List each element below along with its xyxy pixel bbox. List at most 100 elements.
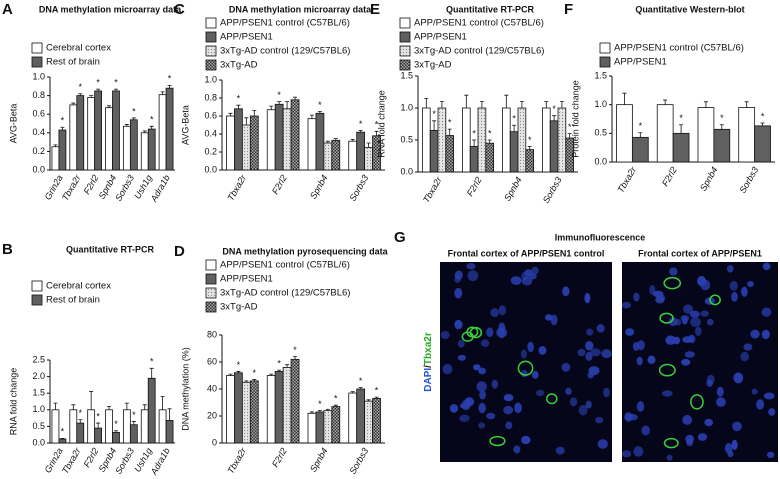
nucleus [569, 397, 578, 407]
nucleus [467, 270, 479, 282]
nucleus [473, 364, 481, 371]
significance: * [79, 408, 83, 418]
nucleus [514, 402, 522, 414]
significance: * [150, 357, 154, 367]
y-tick-label: 2.0 [32, 371, 45, 381]
significance: * [253, 368, 257, 378]
significance: * [277, 90, 281, 100]
bar [323, 142, 333, 171]
bar [158, 409, 167, 444]
significance: * [432, 109, 436, 119]
significance: * [359, 376, 363, 386]
image-title: Frontal cortex of APP/PSEN1 control [448, 248, 605, 258]
nucleus [510, 276, 522, 285]
bar [356, 388, 366, 444]
error-bar [160, 396, 165, 410]
x-tick-label: Tbxa2r [615, 164, 638, 194]
error-bar [60, 437, 65, 440]
legend-label: APP/PSEN1 [220, 274, 273, 285]
error-bar [744, 101, 749, 108]
x-tick-label: F2rl2 [465, 175, 484, 198]
nucleus [750, 329, 760, 339]
y-tick-label: 40 [207, 383, 217, 393]
bar [105, 107, 113, 171]
nucleus [756, 399, 765, 410]
bar [226, 375, 235, 444]
significance: * [359, 119, 363, 129]
bar [485, 142, 494, 173]
y-tick-label: 0.0 [400, 166, 413, 176]
nucleus [454, 287, 463, 299]
legend-swatch [599, 42, 611, 54]
error-bar [89, 391, 94, 410]
chart-title: Quantitative RT-PCR [446, 4, 535, 14]
y-tick-label: 0.4 [32, 127, 45, 137]
x-tick-label: F2rl2 [270, 446, 289, 469]
x-tick-label: Tbxa2r [60, 172, 83, 202]
bar [87, 409, 96, 444]
nucleus [496, 327, 508, 338]
y-tick-label: 0.0 [204, 164, 217, 174]
error-bar [71, 404, 76, 410]
error-bar [439, 101, 444, 108]
stain [663, 437, 679, 449]
nucleus [449, 403, 459, 413]
error-bar [252, 110, 257, 116]
legend-label: 3xTg-AD control (129/C57BL6) [220, 288, 350, 299]
bar [348, 140, 358, 171]
bar [58, 129, 67, 171]
nucleus [587, 371, 594, 379]
stain [658, 363, 676, 377]
legend-swatch [31, 294, 43, 306]
error-bar [277, 369, 282, 372]
error-bar [269, 105, 274, 110]
bar [477, 107, 487, 173]
error-bar [142, 130, 147, 133]
bar [94, 90, 103, 171]
significance: * [61, 427, 65, 437]
legend-label: Rest of brain [46, 295, 100, 306]
error-bar [552, 115, 557, 121]
significance: * [114, 419, 118, 429]
nucleus [440, 330, 450, 340]
nucleus [461, 399, 471, 411]
y-tick-label: 0.4 [204, 128, 217, 138]
legend-swatch [205, 45, 217, 57]
bar [129, 424, 138, 444]
nucleus [597, 439, 608, 449]
x-tick-label: Tbxa2r [225, 172, 248, 202]
error-bar [96, 88, 101, 91]
error-bar [228, 112, 233, 116]
nucleus [751, 388, 758, 395]
nucleus [700, 279, 711, 291]
significance: * [61, 116, 65, 126]
panel-letter: E [370, 1, 380, 18]
nucleus [503, 394, 514, 402]
error-bar [96, 422, 101, 429]
nucleus [521, 435, 531, 445]
nucleus [584, 292, 591, 304]
error-bar [131, 117, 136, 120]
error-bar [285, 364, 290, 368]
legend-label: APP/PSEN1 control (C57BL/6) [220, 260, 350, 271]
bar [421, 107, 431, 173]
bar [509, 131, 519, 173]
x-tick-label: Spnb4 [308, 446, 330, 474]
significance: * [237, 94, 241, 104]
error-bar [236, 371, 241, 373]
nucleus [632, 342, 640, 351]
error-bar [679, 124, 684, 134]
significance: * [237, 360, 241, 370]
chart-title: Quantitative Western-blot [635, 4, 744, 14]
y-tick-label: 0.2 [204, 146, 217, 156]
significance: * [528, 135, 532, 145]
nucleus [761, 329, 770, 340]
nucleus [682, 414, 693, 425]
stain [663, 276, 682, 290]
nucleus [636, 401, 645, 412]
bar [266, 109, 276, 171]
x-tick-label: F2rl2 [660, 165, 679, 188]
nucleus [716, 397, 726, 407]
significance: * [132, 410, 136, 420]
nucleus [531, 370, 539, 379]
